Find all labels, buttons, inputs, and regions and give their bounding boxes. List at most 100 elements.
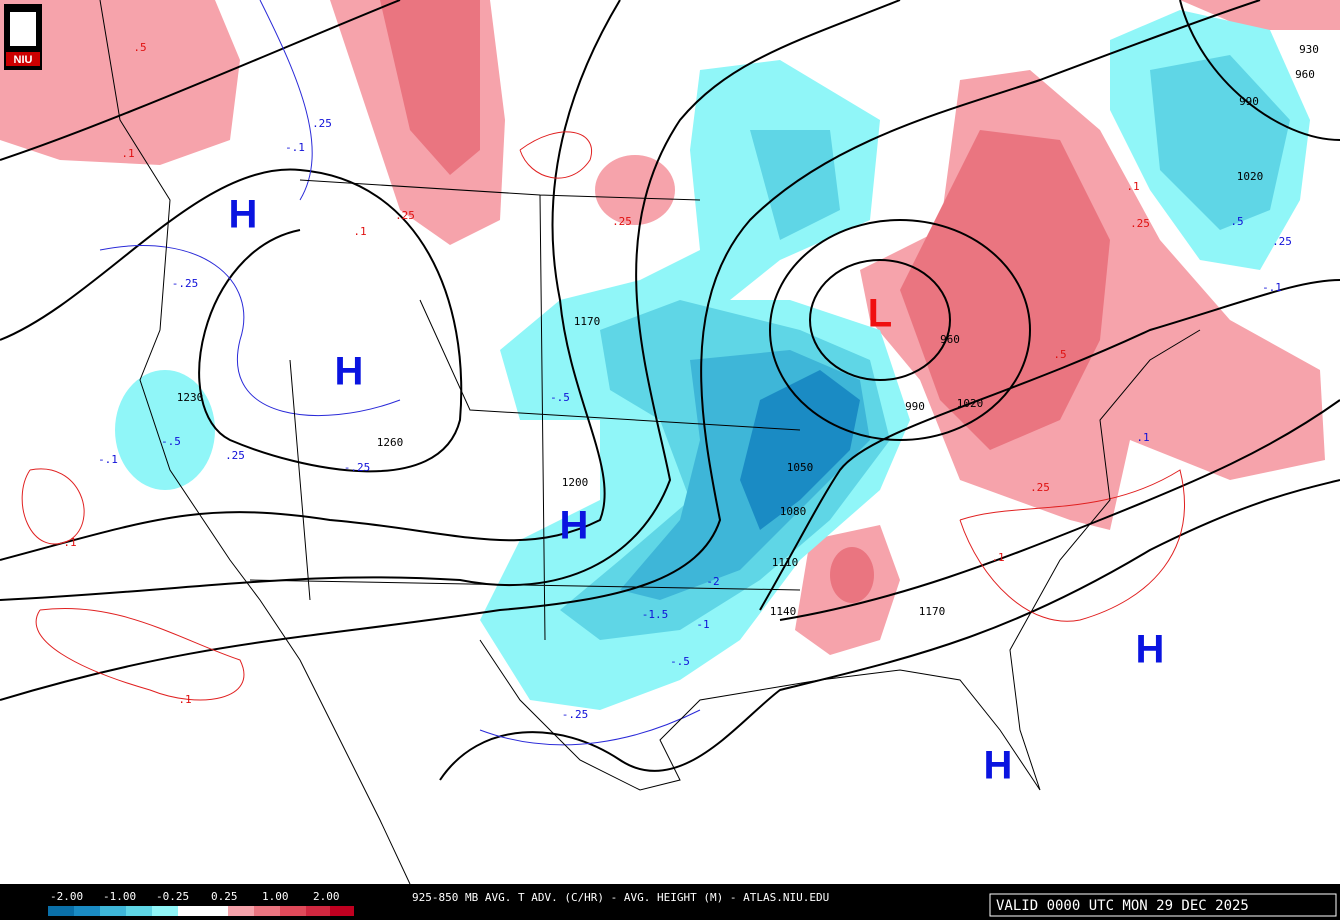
- height-label: 1020: [957, 397, 984, 410]
- high-center: H: [560, 504, 589, 548]
- warm-label: .1: [178, 693, 191, 706]
- legend-swatch: [48, 906, 74, 916]
- cold-label: -.5: [550, 391, 570, 404]
- cold-label: -.1: [98, 453, 118, 466]
- high-center: H: [229, 193, 258, 237]
- cold-label: -.1: [1262, 281, 1282, 294]
- contour: [21, 468, 85, 545]
- cold-label: -.1: [285, 141, 305, 154]
- cold-label: .1: [1136, 431, 1149, 444]
- warm-labels: .5 .1 .25 .1 .25 .1 .25 .25 .1 .1 .1 .5: [63, 41, 1150, 706]
- warm-label: .1: [63, 536, 76, 549]
- contour: [439, 479, 1340, 781]
- height-label: 1170: [574, 315, 601, 328]
- low-center: L: [868, 292, 892, 336]
- warm-label: .5: [1053, 348, 1066, 361]
- legend-swatch: [74, 906, 100, 916]
- legend-label: 1.00: [262, 890, 289, 903]
- cold-label: -.25: [172, 277, 199, 290]
- cold-label: .5: [1230, 215, 1243, 228]
- legend-label: -1.00: [103, 890, 136, 903]
- contour: [759, 279, 1340, 611]
- height-label: 1110: [772, 556, 799, 569]
- contour: [779, 399, 1340, 621]
- cold-label: .25: [1272, 235, 1292, 248]
- warm-area: [1180, 0, 1340, 30]
- cold-label: -2: [706, 575, 719, 588]
- legend-swatch: [330, 906, 354, 916]
- high-center: H: [335, 350, 364, 394]
- cold-area: [115, 370, 215, 490]
- legend-swatch: [152, 906, 178, 916]
- cold-labels: -.25 -.5 -.5 .25 -.1 -.25 -1.5 -1 -.5 -.…: [98, 117, 1292, 721]
- warm-area: [0, 0, 240, 165]
- legend-swatch: [126, 906, 152, 916]
- legend-swatch: [280, 906, 306, 916]
- warm-label: .1: [991, 551, 1004, 564]
- height-label: 930: [1299, 43, 1319, 56]
- border: [249, 179, 801, 641]
- warm-area: [595, 155, 675, 225]
- height-label: 990: [905, 400, 925, 413]
- height-label: 1260: [377, 436, 404, 449]
- cold-label: .25: [312, 117, 332, 130]
- warm-label: .25: [1130, 217, 1150, 230]
- legend-swatch: [254, 906, 280, 916]
- contour: [0, 0, 401, 161]
- contour: [0, 0, 901, 601]
- contour: [0, 168, 463, 473]
- cold-label: -1.5: [642, 608, 669, 621]
- contour: [0, 0, 1261, 701]
- legend: -2.00 -1.00 -0.25 0.25 1.00 2.00: [48, 890, 354, 916]
- contour: [479, 709, 701, 746]
- contour: [519, 131, 592, 179]
- cold-area: [1150, 55, 1290, 230]
- height-label: 1200: [562, 476, 589, 489]
- warm-label: .1: [353, 225, 366, 238]
- cold-area: [750, 130, 840, 240]
- warm-label: .25: [612, 215, 632, 228]
- footer: -2.00 -1.00 -0.25 0.25 1.00 2.00 925-850…: [0, 884, 1340, 920]
- legend-swatch: [178, 906, 228, 916]
- legend-swatch: [228, 906, 254, 916]
- warm-area: [830, 547, 874, 603]
- warm-area: [380, 0, 480, 175]
- height-label: 1050: [787, 461, 814, 474]
- high-center: H: [1136, 628, 1165, 672]
- legend-label: -2.00: [50, 890, 83, 903]
- coastlines: [99, 0, 1201, 885]
- legend-swatch: [306, 906, 330, 916]
- legend-label: -0.25: [156, 890, 189, 903]
- height-label: 960: [940, 333, 960, 346]
- cold-label: -.5: [161, 435, 181, 448]
- height-label: 960: [1295, 68, 1315, 81]
- coast: [99, 0, 411, 885]
- contour: [809, 259, 951, 381]
- contour: [769, 219, 1031, 441]
- warm-label: .5: [133, 41, 146, 54]
- warm-shading: [0, 0, 1340, 655]
- contour: [35, 608, 245, 701]
- height-label: 1230: [177, 391, 204, 404]
- warm-label: .25: [395, 209, 415, 222]
- legend-swatch: [100, 906, 126, 916]
- warm-label: .1: [1126, 180, 1139, 193]
- logo-band: [6, 52, 40, 66]
- height-label: 1020: [1237, 170, 1264, 183]
- cold-label: .25: [225, 449, 245, 462]
- cold-area: [740, 370, 860, 530]
- legend-label: 2.00: [313, 890, 340, 903]
- pressure-centers: H H H H H L: [229, 193, 1165, 788]
- logo: NIU: [4, 4, 42, 70]
- high-center: H: [984, 744, 1013, 788]
- height-label: 1170: [919, 605, 946, 618]
- warm-label: .25: [1030, 481, 1050, 494]
- contour: [1179, 0, 1340, 141]
- warm-label: .1: [121, 147, 134, 160]
- valid-time: VALID 0000 UTC MON 29 DEC 2025: [996, 898, 1249, 914]
- cold-label: -1: [696, 618, 709, 631]
- valid-box: [989, 893, 1337, 917]
- logo-building: [10, 12, 36, 46]
- contour: [0, 0, 621, 561]
- cold-shading: [115, 10, 1310, 710]
